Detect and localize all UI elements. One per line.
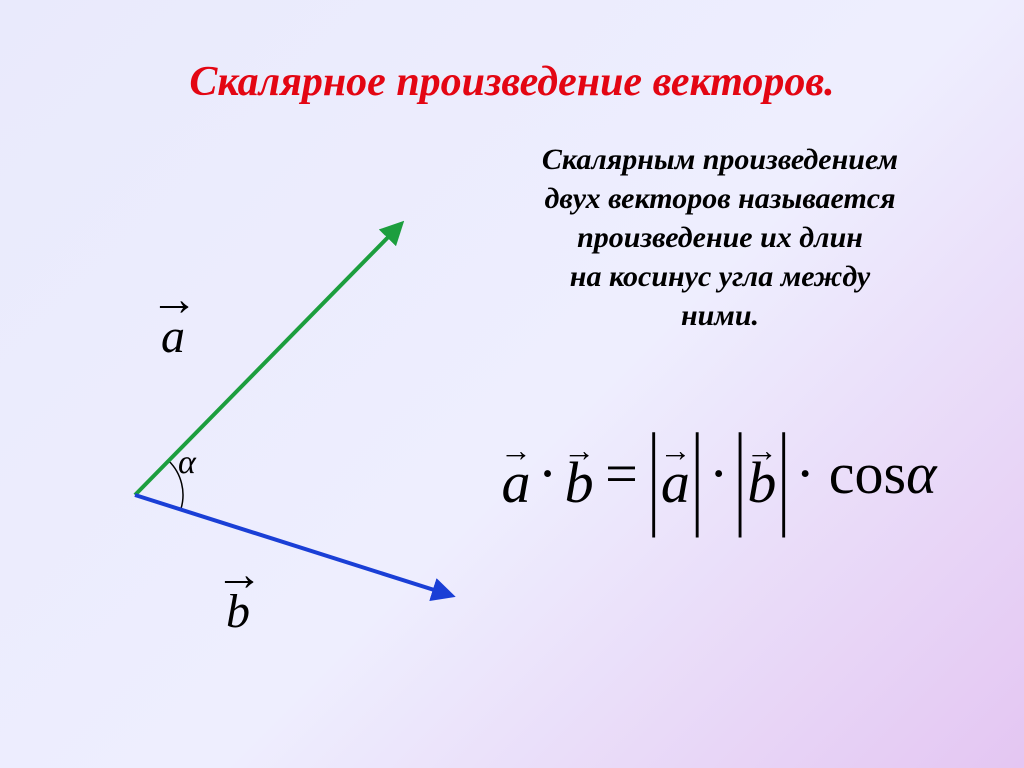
vector-a-arrow-icon: → <box>150 290 196 309</box>
formula-dot-2: · <box>703 440 734 507</box>
vector-b-letter: b <box>226 585 250 638</box>
vector-a-letter: a <box>161 310 185 363</box>
formula-bar-4: | <box>778 407 790 541</box>
formula-vec-b: → b <box>563 443 595 504</box>
formula-mag-a-letter: a <box>661 461 690 505</box>
vector-diagram <box>0 0 1024 768</box>
formula-vec-a: → a <box>500 443 532 504</box>
formula-alpha: α <box>906 440 936 507</box>
formula-cos: cos <box>821 440 906 507</box>
vector-b-label: → b <box>215 565 261 639</box>
formula-bar-1: | <box>648 407 660 541</box>
formula-bar-3: | <box>734 407 746 541</box>
formula-b: b <box>565 461 594 505</box>
formula-mag-a: → a <box>659 443 691 504</box>
formula-a: a <box>501 461 530 505</box>
vector-b-arrow-icon: → <box>215 565 261 584</box>
slide-root: Скалярное произведение векторов. Скалярн… <box>0 0 1024 768</box>
dot-product-formula: → a · → b = | → a | · | → b | · cos α <box>500 440 937 507</box>
formula-dot-1: · <box>532 440 563 507</box>
formula-dot-3: · <box>789 440 820 507</box>
formula-mag-b: → b <box>746 443 778 504</box>
formula-mag-b-letter: b <box>747 461 776 505</box>
angle-alpha-label: α <box>178 444 196 482</box>
vector-b-line <box>135 495 450 595</box>
vector-a-label: → a <box>150 290 196 364</box>
formula-bar-2: | <box>691 407 703 541</box>
formula-equals: = <box>595 440 648 507</box>
